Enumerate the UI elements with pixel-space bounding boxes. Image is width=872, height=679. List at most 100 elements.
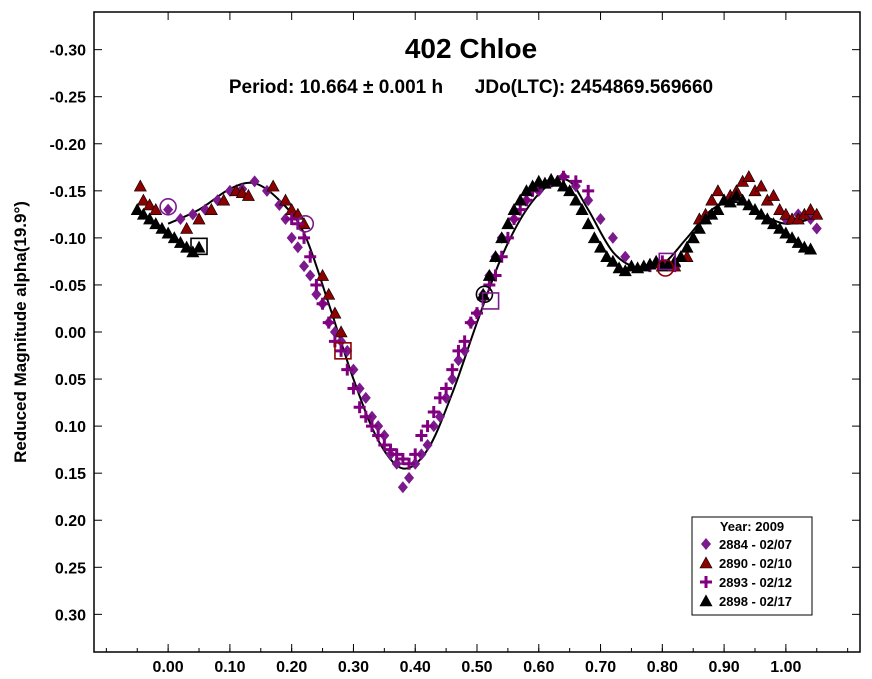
y-tick-label: 0.00 [55, 325, 86, 342]
point-series-1 [249, 175, 260, 188]
point-series-2 [133, 179, 147, 192]
point-series-4 [161, 226, 175, 239]
point-series-4 [581, 217, 595, 230]
point-series-1 [292, 241, 303, 254]
point-series-2 [322, 287, 336, 300]
point-series-4 [606, 254, 620, 267]
x-tick-label: 0.90 [709, 659, 740, 676]
legend-label: 2893 - 02/12 [719, 575, 792, 590]
point-series-1 [280, 213, 291, 226]
point-series-3 [471, 307, 483, 320]
point-series-3 [353, 401, 366, 414]
point-series-3 [569, 175, 582, 188]
point-series-1 [299, 260, 310, 273]
legend: Year: 2009 2884 - 02/07 2890 - 02/10 2893 … [691, 516, 813, 616]
point-series-4 [674, 250, 688, 263]
open-circle-marker [475, 285, 494, 304]
point-series-4 [143, 212, 157, 225]
point-series-4 [575, 203, 589, 215]
point-series-1 [348, 363, 359, 376]
open-circle-marker [656, 259, 675, 277]
point-series-3 [335, 344, 348, 357]
point-series-2 [241, 188, 255, 201]
point-series-2 [217, 193, 231, 206]
point-series-3 [378, 438, 391, 451]
point-series-1 [391, 457, 402, 470]
point-series-3 [427, 406, 440, 418]
chart-subtitle: Period: 10.664 ± 0.001 h JDo(LTC): 24548… [229, 77, 713, 98]
point-series-2 [143, 198, 157, 211]
point-series-3 [359, 410, 372, 423]
point-series-2 [767, 188, 781, 201]
point-series-4 [513, 193, 527, 206]
legend-marker-1 [701, 538, 711, 550]
point-series-3 [508, 213, 521, 226]
point-series-3 [365, 420, 378, 433]
point-series-4 [180, 240, 194, 253]
legend-label: 2890 - 02/10 [719, 556, 792, 571]
point-series-1 [373, 420, 384, 433]
point-series-1 [595, 213, 606, 226]
point-series-3 [322, 316, 335, 329]
point-series-4 [791, 235, 805, 248]
legend-label: 2898 - 02/17 [719, 594, 792, 609]
point-series-3 [298, 231, 311, 244]
point-series-4 [686, 231, 700, 244]
point-series-4 [489, 250, 503, 263]
point-series-3 [446, 363, 459, 376]
point-series-2 [136, 193, 150, 206]
point-series-1 [311, 288, 322, 301]
y-tick-label: -0.30 [50, 43, 87, 60]
point-series-1 [175, 213, 186, 226]
point-series-4 [736, 193, 750, 206]
x-tick-label: 0.70 [585, 659, 616, 676]
point-series-4 [804, 242, 818, 255]
point-series-2 [149, 203, 163, 215]
point-series-4 [192, 240, 206, 253]
y-tick-label: -0.25 [50, 90, 87, 107]
point-series-1 [416, 448, 427, 461]
legend-marker-4 [699, 594, 713, 607]
point-series-1 [428, 420, 439, 433]
point-series-1 [459, 344, 470, 357]
point-series-4 [692, 221, 706, 234]
point-series-2 [810, 207, 824, 220]
point-series-2 [192, 212, 206, 225]
point-series-1 [620, 250, 631, 263]
point-series-2 [711, 184, 725, 197]
x-tick-label: 0.10 [214, 659, 245, 676]
point-series-1 [163, 203, 174, 216]
point-series-3 [384, 443, 397, 456]
legend-title: Year: 2009 [720, 519, 784, 534]
y-tick-label: 0.15 [55, 466, 86, 483]
point-series-4 [507, 203, 521, 215]
legend-items: 2884 - 02/07 2890 - 02/10 2893 - 02/12 2898… [699, 537, 792, 609]
y-tick-label: -0.15 [50, 184, 87, 201]
point-series-4 [729, 188, 743, 201]
point-series-2 [705, 193, 719, 206]
point-series-2 [779, 207, 793, 220]
open-markers [159, 198, 677, 360]
point-series-2 [334, 325, 348, 338]
y-tick-label: -0.05 [50, 278, 87, 295]
point-series-1 [447, 373, 458, 386]
point-series-1 [336, 335, 347, 348]
point-series-1 [354, 382, 365, 395]
point-series-3 [310, 278, 323, 291]
point-series-3 [464, 316, 477, 329]
point-series-4 [711, 203, 725, 215]
point-series-1 [187, 208, 198, 221]
point-series-4 [569, 193, 583, 206]
point-series-1 [422, 438, 433, 451]
point-series-2 [773, 203, 787, 215]
point-series-3 [440, 382, 453, 395]
x-tick-label: 0.60 [523, 659, 554, 676]
open-square-marker [334, 342, 352, 360]
x-tick-label: 0.80 [647, 659, 678, 676]
point-series-1 [410, 457, 421, 470]
point-series-4 [748, 203, 762, 215]
point-series-1 [286, 231, 297, 244]
point-series-2 [742, 170, 756, 183]
point-series-4 [760, 212, 774, 225]
point-series-4 [130, 203, 144, 215]
